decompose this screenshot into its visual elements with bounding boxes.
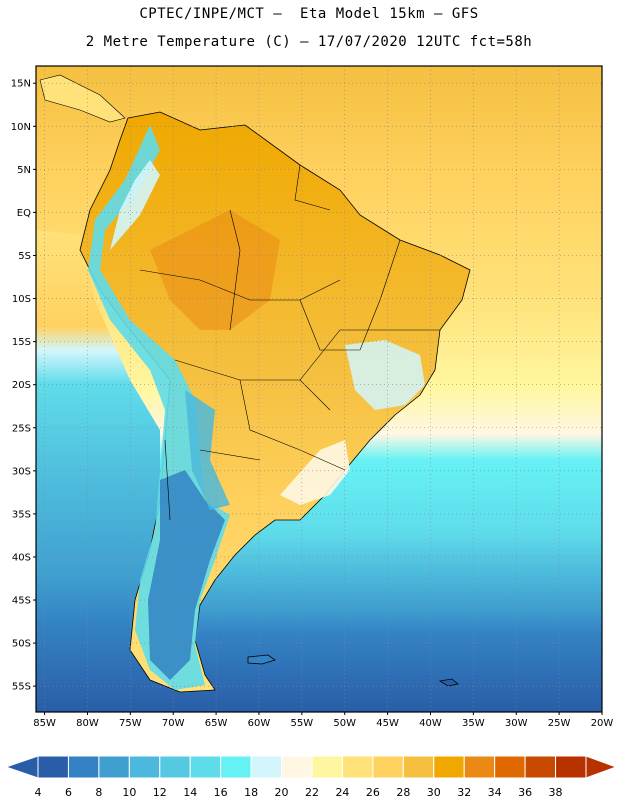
colorbar-swatch [311,755,343,779]
colorbar-level-label: 8 [95,786,102,799]
colorbar-level-label: 28 [396,786,410,799]
colorbar-swatch [555,755,587,779]
lat-tick-label: 30S [12,466,31,477]
chart-subtitle: 2 Metre Temperature (C) – 17/07/2020 12U… [85,34,533,50]
colorbar-high-arrow [585,755,618,779]
colorbar-level-label: 20 [275,786,289,799]
lat-tick-label: 10N [11,122,31,133]
colorbar-level-label: 24 [335,786,349,799]
temperature-field [36,66,602,712]
country-borders [139,164,440,521]
colorbar-level-label: 12 [153,786,167,799]
lat-tick-label: 5S [18,251,31,262]
colorbar-level-label: 4 [35,786,42,799]
colorbar-level-label: 38 [549,786,563,799]
colorbar-swatch [281,755,313,779]
lon-tick-label: 35W [462,718,485,729]
lat-tick-label: 20S [12,380,31,391]
lon-tick-label: 40W [419,718,442,729]
colorbar-level-label: 34 [488,786,502,799]
colorbar-swatch [433,755,465,779]
colorbar-level-label: 30 [427,786,441,799]
colorbar-level-label: 14 [183,786,197,799]
colorbar: 4 6 8 10 12 14 16 18 20 22 24 26 28 30 32 34 36 38 [4,755,618,799]
lat-tick-label: 40S [12,552,31,563]
lon-tick-label: 60W [248,718,271,729]
lat-tick-label: 50S [12,639,31,650]
lat-tick-label: 35S [12,509,31,520]
colorbar-swatch [128,755,161,779]
colorbar-level-label: 22 [305,786,319,799]
colorbar-swatch [463,755,496,779]
colorbar-level-label: 16 [214,786,228,799]
colorbar-level-label: 32 [457,786,471,799]
lon-tick-label: 20W [591,718,614,729]
lat-tick-label: 5N [17,165,31,176]
colorbar-swatch [524,755,557,779]
lat-tick-label: 55S [12,682,31,693]
colorbar-swatch [220,755,252,779]
lon-tick-label: 25W [548,718,571,729]
lon-tick-label: 75W [119,718,142,729]
colorbar-swatch [37,755,69,779]
lat-tick-label: 10S [12,294,31,305]
chart-title: CPTEC/INPE/MCT – Eta Model 15km – GFS [139,6,479,22]
lat-tick-label: EQ [17,208,31,219]
latitude-axis: 15N 10N 5N EQ 5S 10S 15S 20S 25S 30S 35S 40S 45S 50S 5… [11,79,36,693]
longitude-axis: 85W 80W 75W 70W 65W 60W 55W 50W 45W 40W 35W 30W 25W 2… [33,712,613,729]
colorbar-level-label: 36 [518,786,532,799]
colorbar-level-label: 26 [366,786,380,799]
lon-tick-label: 70W [162,718,185,729]
colorbar-swatch [67,755,100,779]
colorbar-swatch [98,755,130,779]
colorbar-level-label: 18 [244,786,258,799]
lon-tick-label: 45W [376,718,399,729]
plot-frame [35,65,603,713]
colorbar-swatch [402,755,435,779]
lat-tick-label: 15N [11,79,31,90]
colorbar-level-label: 10 [122,786,136,799]
lat-tick-label: 25S [12,423,31,434]
lat-tick-label: 45S [12,596,31,607]
lat-tick-label: 15S [12,337,31,348]
colorbar-swatch [494,755,526,779]
lon-tick-label: 55W [291,718,314,729]
colorbar-swatch [189,755,222,779]
colorbar-swatch [372,755,404,779]
lon-tick-label: 80W [76,718,99,729]
lon-tick-label: 65W [205,718,228,729]
colorbar-level-label: 6 [65,786,72,799]
colorbar-low-arrow [4,755,39,779]
lon-tick-label: 50W [333,718,356,729]
lon-tick-label: 30W [505,718,528,729]
lon-tick-label: 85W [33,718,56,729]
colorbar-swatch [250,755,283,779]
colorbar-swatch [159,755,191,779]
colorbar-swatch [341,755,374,779]
